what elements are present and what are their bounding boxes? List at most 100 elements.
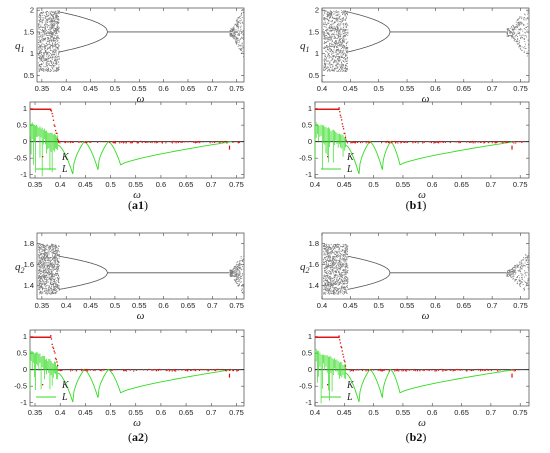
chaos-point bbox=[327, 66, 329, 68]
chaos-point bbox=[47, 48, 49, 50]
K-point bbox=[198, 369, 200, 371]
window-point bbox=[231, 274, 233, 276]
window-point bbox=[239, 283, 240, 285]
window-point bbox=[525, 43, 526, 45]
chaos-point bbox=[324, 50, 326, 52]
chaos-point bbox=[50, 17, 52, 19]
chaos-point bbox=[38, 52, 40, 54]
chaos-point bbox=[56, 44, 57, 46]
chaos-point bbox=[52, 37, 54, 39]
chaos-point bbox=[323, 287, 325, 289]
window-point bbox=[519, 29, 521, 31]
chaos-point bbox=[328, 57, 330, 59]
chaos-point bbox=[52, 256, 54, 258]
chaos-point bbox=[49, 248, 51, 249]
chaos-point bbox=[57, 22, 59, 24]
chaos-point bbox=[38, 24, 40, 26]
chaos-point bbox=[338, 288, 340, 290]
chaos-point bbox=[44, 48, 45, 50]
chaos-point bbox=[58, 66, 60, 68]
chaos-point bbox=[41, 265, 43, 267]
y-axis-label: q2 bbox=[15, 261, 25, 275]
window-point bbox=[243, 255, 245, 257]
K-point bbox=[338, 107, 340, 109]
chaos-point bbox=[328, 26, 330, 28]
window-point bbox=[238, 26, 240, 28]
chaos-point bbox=[332, 281, 334, 282]
chaos-point bbox=[56, 253, 58, 255]
chaotic-region bbox=[323, 243, 349, 295]
chaos-point bbox=[329, 290, 331, 292]
chaos-point bbox=[325, 289, 327, 291]
window-point bbox=[240, 267, 242, 269]
chaos-point bbox=[344, 11, 346, 13]
chaos-point bbox=[48, 289, 50, 290]
window-point bbox=[234, 35, 236, 37]
chaos-point bbox=[42, 249, 44, 251]
window-point bbox=[239, 264, 240, 266]
chaos-point bbox=[328, 290, 330, 291]
window-point bbox=[230, 30, 232, 32]
K-point bbox=[357, 141, 359, 144]
K-point bbox=[89, 369, 91, 371]
chaos-point bbox=[38, 268, 40, 270]
chaos-point bbox=[38, 49, 40, 51]
chaos-point bbox=[52, 57, 54, 59]
chaos-point bbox=[334, 36, 336, 38]
K-point bbox=[155, 369, 158, 371]
x-tick-label: 0.45 bbox=[78, 180, 93, 189]
x-tick-label: 0.5 bbox=[373, 301, 383, 310]
window-point bbox=[242, 291, 244, 293]
chaos-point bbox=[39, 49, 41, 51]
window-point bbox=[512, 29, 514, 31]
chaos-point bbox=[338, 52, 340, 54]
chaos-point bbox=[337, 17, 339, 19]
chaos-point bbox=[41, 249, 43, 251]
chaos-point bbox=[42, 27, 44, 29]
chaos-point bbox=[333, 262, 335, 264]
chaos-point bbox=[332, 285, 334, 287]
chaos-point bbox=[41, 253, 42, 255]
chaos-point bbox=[48, 281, 50, 283]
chaos-point bbox=[50, 247, 52, 249]
chaos-point bbox=[52, 12, 54, 14]
chaos-point bbox=[38, 44, 40, 46]
window-point bbox=[236, 276, 238, 278]
chaos-point bbox=[48, 58, 50, 60]
chaos-point bbox=[345, 26, 347, 28]
K-point bbox=[184, 369, 186, 371]
K-point bbox=[158, 368, 160, 370]
chaos-point bbox=[327, 293, 329, 295]
chaos-point bbox=[334, 47, 336, 49]
chaos-point bbox=[346, 17, 347, 19]
window-point bbox=[237, 268, 239, 270]
chaos-point bbox=[346, 46, 348, 48]
K-point bbox=[77, 141, 80, 143]
chaos-point bbox=[50, 275, 52, 277]
chaos-point bbox=[325, 259, 327, 261]
window-point bbox=[522, 24, 524, 26]
chaos-point bbox=[56, 261, 58, 263]
chaos-point bbox=[327, 283, 329, 285]
chaos-point bbox=[40, 45, 42, 47]
window-point bbox=[236, 261, 238, 263]
chaos-point bbox=[55, 250, 57, 252]
window-point bbox=[237, 265, 239, 267]
chaos-point bbox=[335, 41, 337, 43]
chaos-point bbox=[47, 31, 49, 32]
chaos-point bbox=[42, 287, 44, 289]
chaos-point bbox=[339, 51, 341, 53]
chaos-point bbox=[51, 60, 53, 62]
chaos-point bbox=[41, 29, 43, 31]
chaos-point bbox=[43, 261, 45, 263]
chaos-point bbox=[44, 38, 46, 40]
chaos-point bbox=[328, 39, 330, 41]
window-point bbox=[236, 25, 238, 27]
window-point bbox=[235, 264, 237, 266]
window-point bbox=[507, 32, 508, 34]
chaos-point bbox=[336, 14, 338, 16]
window-point bbox=[524, 32, 526, 34]
K-point bbox=[114, 140, 116, 142]
K-point bbox=[415, 141, 417, 143]
x-tick-label: 0.45 bbox=[343, 84, 358, 93]
